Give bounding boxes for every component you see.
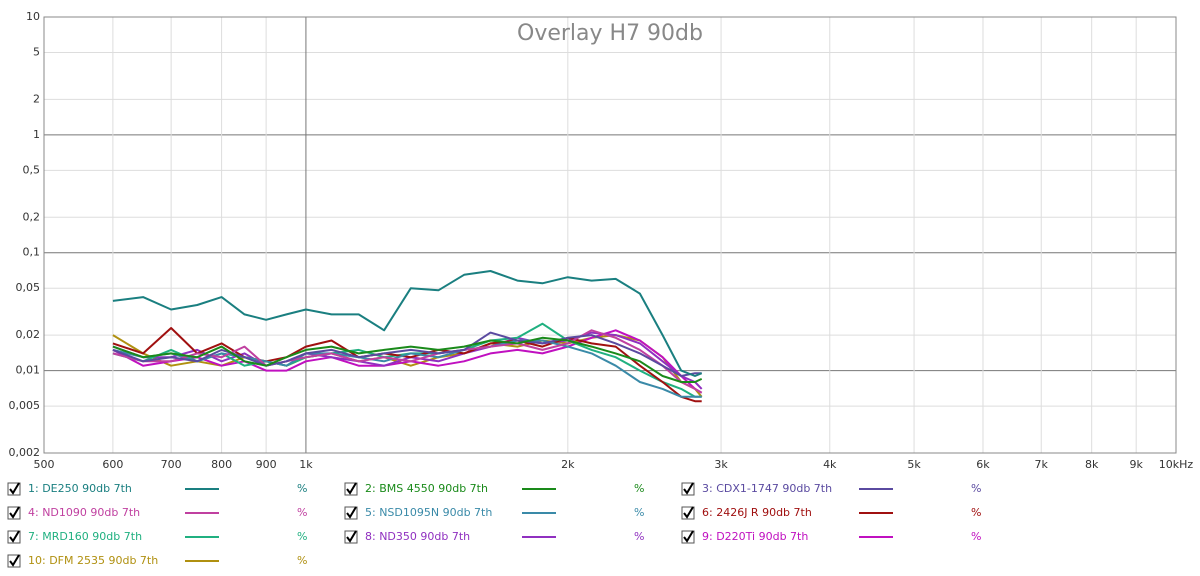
legend-unit: % (297, 482, 307, 495)
y-tick-label: 2 (33, 92, 40, 105)
legend-label: 8: ND350 90db 7th (365, 530, 470, 543)
x-tick-label: 1k (299, 458, 313, 471)
x-tick-label: 10kHz (1159, 458, 1194, 471)
legend-label: 7: MRD160 90db 7th (28, 530, 142, 543)
series-line (112, 336, 703, 383)
series-line (112, 339, 702, 398)
legend-checkmark (346, 506, 357, 519)
legend-label: 3: CDX1-1747 90db 7th (702, 482, 832, 495)
legend-checkmark (9, 482, 20, 495)
legend-checkmark (683, 482, 694, 495)
legend-unit: % (297, 530, 307, 543)
legend-label: 6: 2426J R 90db 7th (702, 506, 812, 519)
legend-unit: % (634, 482, 644, 495)
legend-unit: % (971, 530, 981, 543)
x-tick-label: 700 (161, 458, 182, 471)
y-tick-label: 0,02 (16, 328, 41, 341)
series-line (112, 329, 703, 394)
y-tick-label: 0,2 (23, 210, 41, 223)
series-line (112, 270, 703, 377)
y-tick-label: 5 (33, 45, 40, 58)
legend-checkmark (9, 554, 20, 567)
y-tick-label: 0,05 (16, 281, 41, 294)
x-tick-label: 9k (1129, 458, 1143, 471)
x-tick-label: 2k (561, 458, 575, 471)
chart-title: Overlay H7 90db (517, 21, 703, 46)
legend-checkmark (683, 530, 694, 543)
legend-checkmark (683, 506, 694, 519)
y-tick-label: 0,005 (9, 399, 41, 412)
legend-checkmark (346, 530, 357, 543)
y-tick-label: 0,01 (16, 364, 41, 377)
plot-frame (43, 16, 1177, 454)
x-tick-label: 3k (714, 458, 728, 471)
legend-label: 5: NSD1095N 90db 7th (365, 506, 492, 519)
x-tick-label: 600 (102, 458, 123, 471)
y-tick-label: 0,002 (9, 446, 41, 459)
series-line (112, 329, 703, 394)
legend-unit: % (634, 530, 644, 543)
grid (43, 16, 1177, 454)
x-tick-label: 4k (823, 458, 837, 471)
legend-label: 9: D220Ti 90db 7th (702, 530, 808, 543)
series-line (112, 331, 702, 377)
x-tick-label: 900 (256, 458, 277, 471)
legend-label: 1: DE250 90db 7th (28, 482, 132, 495)
x-tick-label: 6k (976, 458, 990, 471)
legend-label: 10: DFM 2535 90db 7th (28, 554, 158, 567)
x-tick-label: 500 (34, 458, 55, 471)
legend-unit: % (297, 506, 307, 519)
legend-label: 4: ND1090 90db 7th (28, 506, 140, 519)
x-tick-label: 5k (907, 458, 921, 471)
legend-checkmark (9, 530, 20, 543)
x-tick-label: 8k (1085, 458, 1099, 471)
y-tick-label: 0,5 (23, 163, 41, 176)
x-tick-label: 7k (1035, 458, 1049, 471)
legend-unit: % (634, 506, 644, 519)
legend-checkmark (9, 506, 20, 519)
legend-unit: % (971, 482, 981, 495)
legend-unit: % (971, 506, 981, 519)
series-line (112, 331, 703, 390)
legend-checkmark (346, 482, 357, 495)
y-tick-label: 0,1 (23, 246, 41, 259)
series-line (112, 327, 702, 403)
legend-unit: % (297, 554, 307, 567)
y-tick-label: 10 (26, 10, 40, 23)
y-tick-label: 1 (33, 128, 40, 141)
x-tick-label: 800 (211, 458, 232, 471)
legend-label: 2: BMS 4550 90db 7th (365, 482, 488, 495)
